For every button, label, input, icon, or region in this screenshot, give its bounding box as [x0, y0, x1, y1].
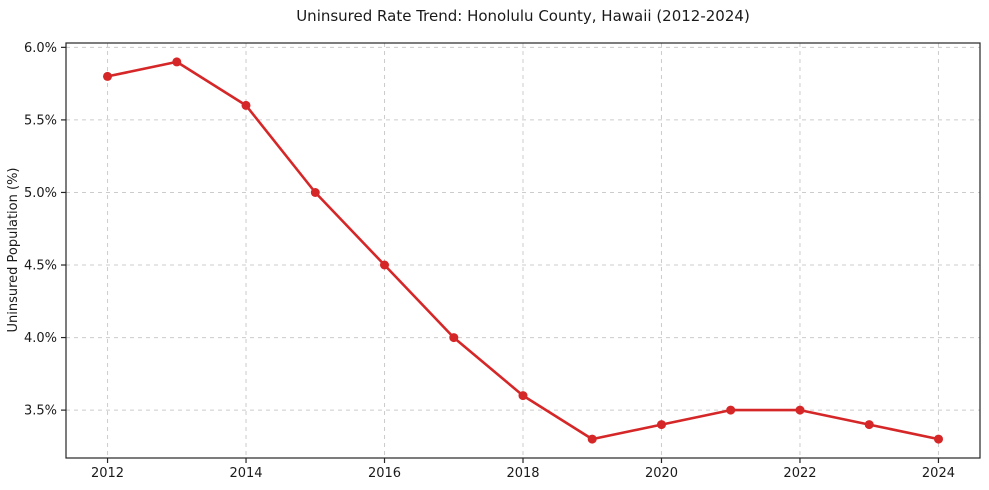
x-tick-label: 2018: [506, 466, 539, 481]
x-tick-label: 2014: [229, 466, 262, 481]
data-point-marker: [449, 333, 459, 343]
data-point-marker: [172, 57, 182, 67]
data-point-marker: [310, 188, 320, 197]
data-point-marker: [934, 434, 943, 444]
data-point-marker: [241, 100, 251, 110]
grid-layer: [66, 43, 980, 458]
y-tick-label: 4.0%: [24, 331, 57, 346]
data-point-marker: [380, 260, 389, 270]
data-point-marker: [103, 71, 112, 81]
x-tick-label: 2022: [783, 466, 816, 481]
axes-layer: 3.5% 4.0% 4.5% 5.0% 5.5% 6.0% 2012 2014 2016 2018…: [24, 41, 981, 481]
y-axis-label: Uninsured Population (%): [6, 168, 21, 333]
data-point-marker: [587, 434, 597, 444]
y-tick-label: 3.5%: [24, 404, 57, 419]
y-tick-label: 5.5%: [24, 113, 57, 128]
x-tick-label: 2012: [91, 466, 124, 481]
x-tick-label: 2020: [645, 466, 678, 481]
chart-title: Uninsured Rate Trend: Honolulu County, H…: [296, 7, 750, 25]
data-point-marker: [864, 420, 874, 430]
y-tick-label: 5.0%: [24, 186, 57, 201]
y-tick-label: 6.0%: [24, 41, 57, 56]
data-point-marker: [657, 420, 666, 430]
data-point-marker: [795, 405, 805, 415]
data-point-marker: [726, 405, 736, 415]
series-layer: [103, 57, 943, 444]
x-tick-label: 2016: [368, 466, 401, 481]
x-tick-label: 2024: [922, 466, 955, 481]
data-point-marker: [518, 391, 528, 401]
y-tick-label: 4.5%: [24, 259, 57, 274]
